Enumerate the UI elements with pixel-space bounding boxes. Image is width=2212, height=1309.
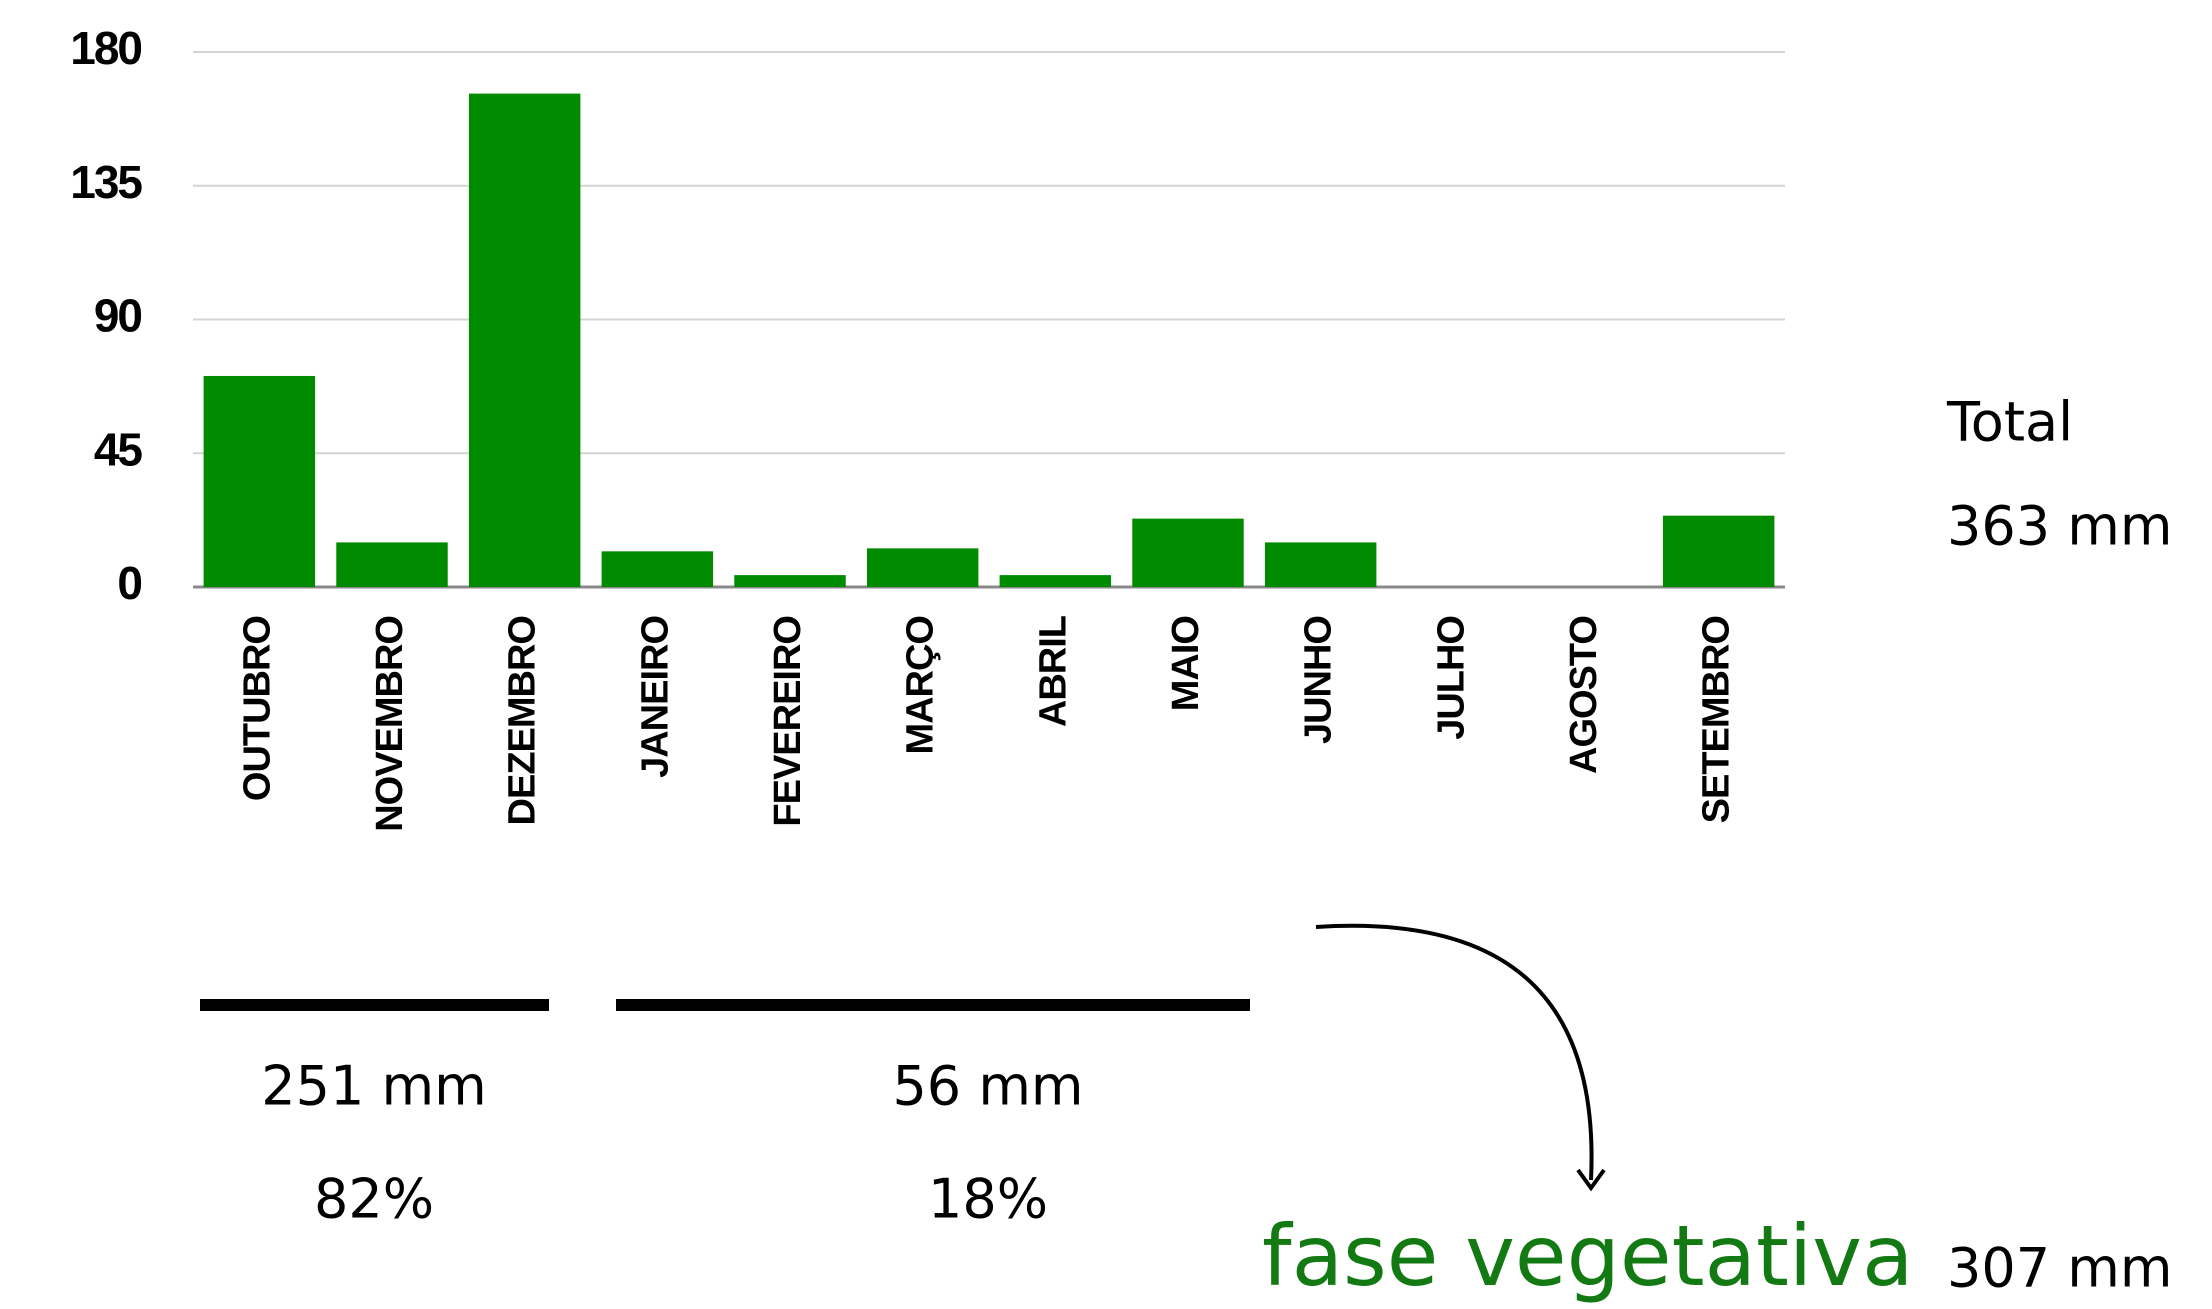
y-tick-label: 0 <box>117 557 141 609</box>
arrow <box>1315 923 1594 1181</box>
x-tick-label: JULHO <box>1430 616 1472 740</box>
y-tick-label: 180 <box>70 22 141 74</box>
bar <box>203 375 316 587</box>
total-label: Total <box>1946 391 2073 454</box>
x-tick-label: DEZEMBRO <box>502 616 544 825</box>
bar <box>336 542 448 587</box>
x-tick-label: FEVEREIRO <box>767 616 809 827</box>
bar <box>601 551 714 587</box>
bar <box>1132 518 1244 587</box>
arrow-head <box>1576 1168 1606 1192</box>
segment-bar <box>200 999 549 1011</box>
total-value: 363 mm <box>1947 495 2172 558</box>
segment-bar <box>616 999 1250 1011</box>
segment-share: 82% <box>314 1168 434 1231</box>
bar <box>1662 515 1775 587</box>
bar <box>468 93 581 587</box>
x-tick-label: MARÇO <box>900 616 942 755</box>
bar <box>1264 542 1377 587</box>
bar <box>734 575 846 587</box>
segment-amount: 251 mm <box>261 1055 486 1118</box>
x-tick-label: OUTUBRO <box>236 616 278 801</box>
x-tick-label: SETEMBRO <box>1696 616 1738 823</box>
x-tick-label: AGOSTO <box>1563 616 1605 774</box>
segment-amount: 56 mm <box>892 1055 1083 1118</box>
x-tick-label: NOVEMBRO <box>369 616 411 832</box>
x-tick-label: JUNHO <box>1298 616 1340 744</box>
bar <box>999 575 1112 587</box>
x-tick-label: MAIO <box>1165 616 1207 711</box>
y-tick-label: 45 <box>94 423 143 475</box>
segment-share: 18% <box>928 1168 1048 1231</box>
y-tick-label: 90 <box>94 290 142 342</box>
phase-label: fase vegetativa <box>1262 1207 1913 1305</box>
y-tick-label: 135 <box>70 156 142 208</box>
phase-value: 307 mm <box>1947 1237 2172 1300</box>
bar <box>866 548 979 587</box>
x-tick-label: ABRIL <box>1032 615 1074 727</box>
x-tick-label: JANEIRO <box>634 616 676 778</box>
